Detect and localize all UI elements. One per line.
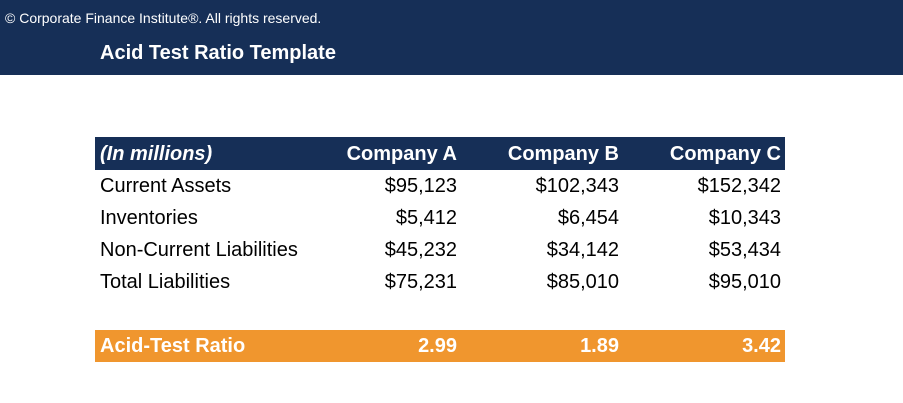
cell: $6,454: [557, 207, 619, 229]
cell: $34,142: [546, 239, 619, 261]
table-row: Current Assets $95,123 $102,343 $152,342: [95, 170, 785, 202]
cell: $75,231: [384, 271, 457, 293]
cell: $95,010: [708, 271, 781, 293]
cell: $152,342: [697, 175, 781, 197]
table-row: Inventories $5,412 $6,454 $10,343: [95, 202, 785, 234]
cell: $102,343: [535, 175, 619, 197]
ratio-row: Acid-Test Ratio 2.99 1.89 3.42: [95, 330, 785, 362]
table-header: (In millions) Company A Company B Compan…: [95, 137, 785, 170]
row-label: Current Assets: [100, 175, 232, 197]
ratio-company-b: 1.89: [580, 335, 619, 357]
column-header-company-c: Company C: [669, 143, 781, 165]
page-title: Acid Test Ratio Template: [100, 42, 336, 64]
column-header-company-a: Company A: [346, 143, 457, 165]
units-header: (In millions): [100, 143, 213, 165]
header-banner: © Corporate Finance Institute®. All righ…: [0, 0, 903, 75]
ratio-label: Acid-Test Ratio: [100, 335, 246, 357]
column-header-company-b: Company B: [507, 143, 619, 165]
cell: $85,010: [546, 271, 619, 293]
table-row: Non-Current Liabilities $45,232 $34,142 …: [95, 234, 785, 266]
row-label: Non-Current Liabilities: [100, 239, 298, 261]
copyright-text: © Corporate Finance Institute®. All righ…: [5, 10, 322, 26]
ratio-company-c: 3.42: [742, 335, 781, 357]
row-label: Inventories: [100, 207, 198, 229]
cell: $53,434: [708, 239, 781, 261]
cell: $10,343: [708, 207, 781, 229]
ratio-company-a: 2.99: [418, 335, 457, 357]
row-label: Total Liabilities: [100, 271, 231, 293]
cell: $5,412: [395, 207, 457, 229]
cell: $95,123: [384, 175, 457, 197]
cell: $45,232: [384, 239, 457, 261]
table-row: Total Liabilities $75,231 $85,010 $95,01…: [95, 266, 785, 298]
